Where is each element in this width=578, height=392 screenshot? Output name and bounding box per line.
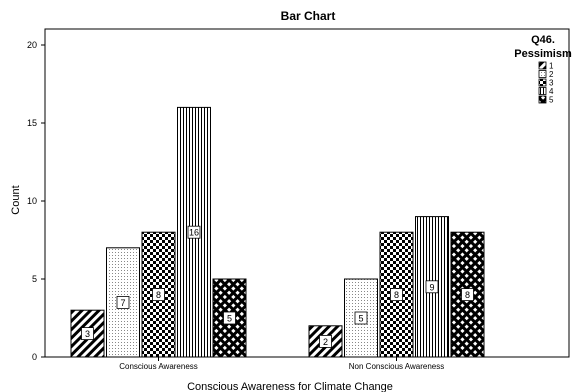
y-tick-label: 0: [32, 352, 37, 362]
y-tick-label: 5: [32, 274, 37, 284]
legend-swatch-1: [538, 61, 547, 70]
legend-swatch-3: [538, 78, 547, 87]
y-tick-label: 20: [27, 40, 37, 50]
legend-title-line1: Q46.: [531, 34, 555, 46]
y-axis-label: Count: [10, 185, 22, 214]
data-label-box: [461, 288, 474, 302]
data-label: 8: [465, 290, 470, 300]
x-tick-label: Non Conscious Awareness: [349, 362, 444, 371]
y-tick-label: 15: [27, 118, 37, 128]
y-tick-label: 10: [27, 196, 37, 206]
data-label-box: [390, 288, 403, 302]
x-axis: Conscious Awareness Non Conscious Awarene…: [119, 357, 444, 371]
legend-label-1: 1: [549, 62, 554, 71]
data-label: 8: [156, 290, 161, 300]
y-axis: 0 5 10 15 20: [27, 40, 45, 362]
data-label-box: [223, 311, 236, 325]
data-label-box: [354, 311, 368, 325]
legend-swatch-2: [538, 70, 547, 78]
legend-label-3: 3: [549, 79, 554, 88]
legend-swatch-4: [538, 87, 547, 95]
data-label-box: [187, 225, 201, 239]
legend-label-4: 4: [549, 87, 554, 96]
data-label-box: [152, 288, 165, 302]
data-label-box: [116, 295, 130, 309]
plot-area: [44, 28, 570, 358]
legend-label-5: 5: [549, 96, 554, 105]
data-label-box: [319, 334, 332, 348]
data-label: 2: [323, 337, 328, 347]
legend-title-line2: Pessimism: [514, 48, 572, 60]
x-axis-label: Conscious Awareness for Climate Change: [187, 381, 393, 392]
data-label-box: [425, 280, 439, 294]
data-label-box: [81, 327, 94, 341]
legend-swatch-5: [538, 95, 547, 104]
legend-label-2: 2: [549, 70, 554, 79]
data-label: 8: [394, 290, 399, 300]
data-label: 9: [429, 282, 434, 292]
data-label: 5: [358, 314, 363, 324]
x-tick-label: Conscious Awareness: [119, 362, 198, 371]
chart-title: Bar Chart: [281, 9, 336, 23]
data-label: 5: [227, 314, 232, 324]
data-label: 3: [85, 329, 90, 339]
data-label: 16: [189, 228, 199, 238]
bars: 3 7 8 16 5 2 5 8 9 8: [70, 106, 485, 358]
data-label: 7: [120, 298, 125, 308]
